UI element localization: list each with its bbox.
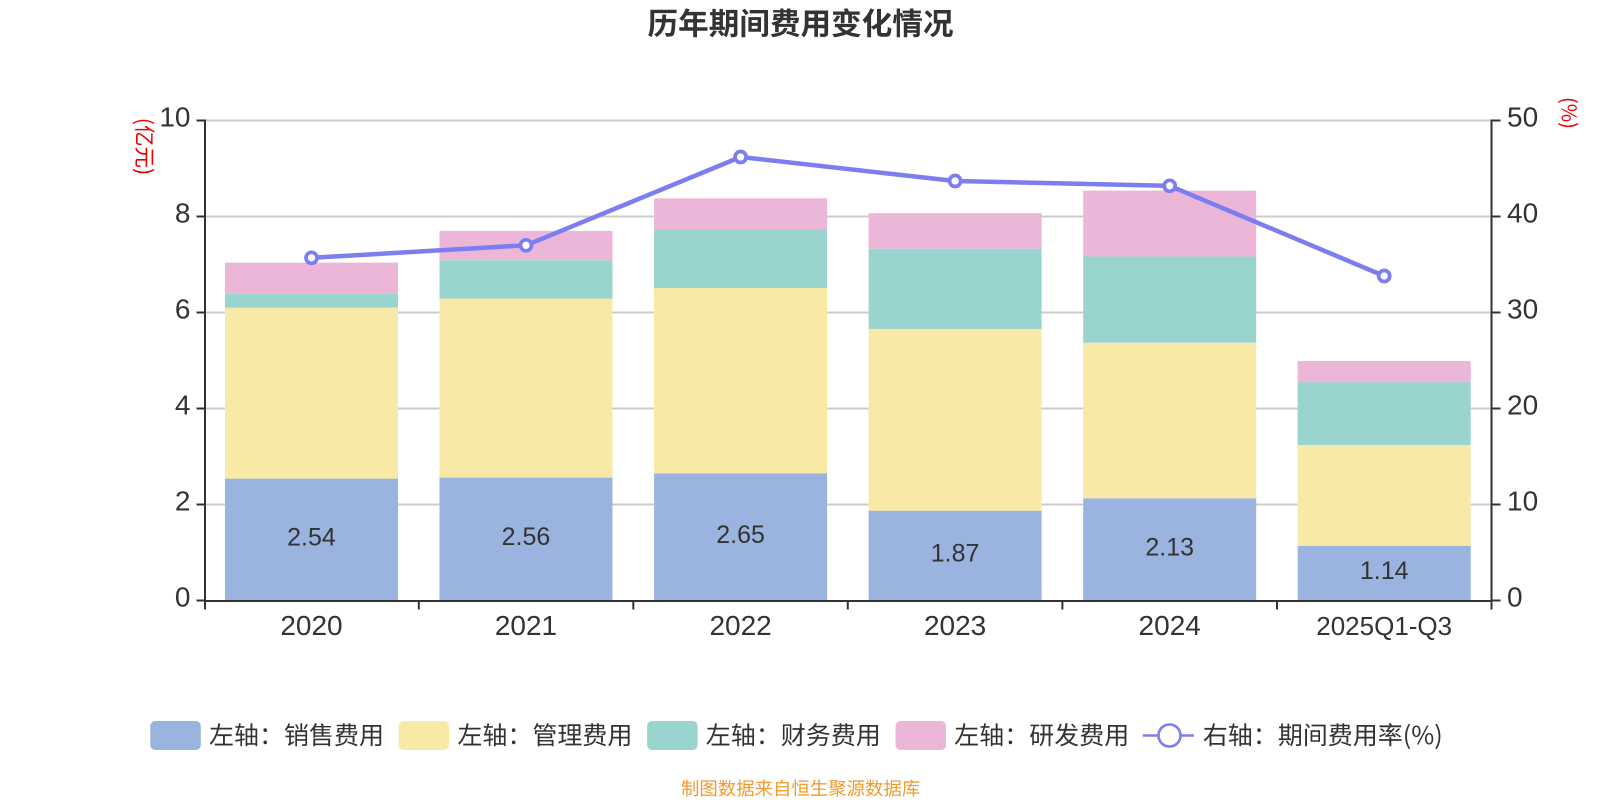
svg-text:2023: 2023	[924, 610, 986, 641]
svg-text:40: 40	[1507, 197, 1538, 228]
svg-text:50: 50	[1507, 101, 1538, 132]
svg-text:2.13: 2.13	[1145, 534, 1194, 562]
svg-text:2021: 2021	[495, 610, 557, 641]
svg-text:0: 0	[1507, 581, 1523, 612]
svg-text:2022: 2022	[709, 610, 771, 641]
svg-text:2.56: 2.56	[502, 523, 551, 551]
svg-text:1.14: 1.14	[1360, 557, 1409, 585]
svg-text:20: 20	[1507, 389, 1538, 420]
svg-text:6: 6	[175, 293, 191, 324]
svg-text:2020: 2020	[280, 610, 342, 641]
svg-text:2.54: 2.54	[287, 524, 336, 552]
svg-text:0: 0	[175, 581, 191, 612]
svg-text:4: 4	[175, 389, 191, 420]
svg-text:30: 30	[1507, 293, 1538, 324]
svg-text:8: 8	[175, 197, 191, 228]
svg-text:10: 10	[1507, 485, 1538, 516]
svg-text:2024: 2024	[1139, 610, 1201, 641]
svg-text:2: 2	[175, 485, 191, 516]
svg-text:2025Q1-Q3: 2025Q1-Q3	[1316, 611, 1452, 641]
svg-text:1.87: 1.87	[931, 540, 980, 568]
svg-text:10: 10	[159, 101, 190, 132]
svg-text:2.65: 2.65	[716, 521, 765, 549]
